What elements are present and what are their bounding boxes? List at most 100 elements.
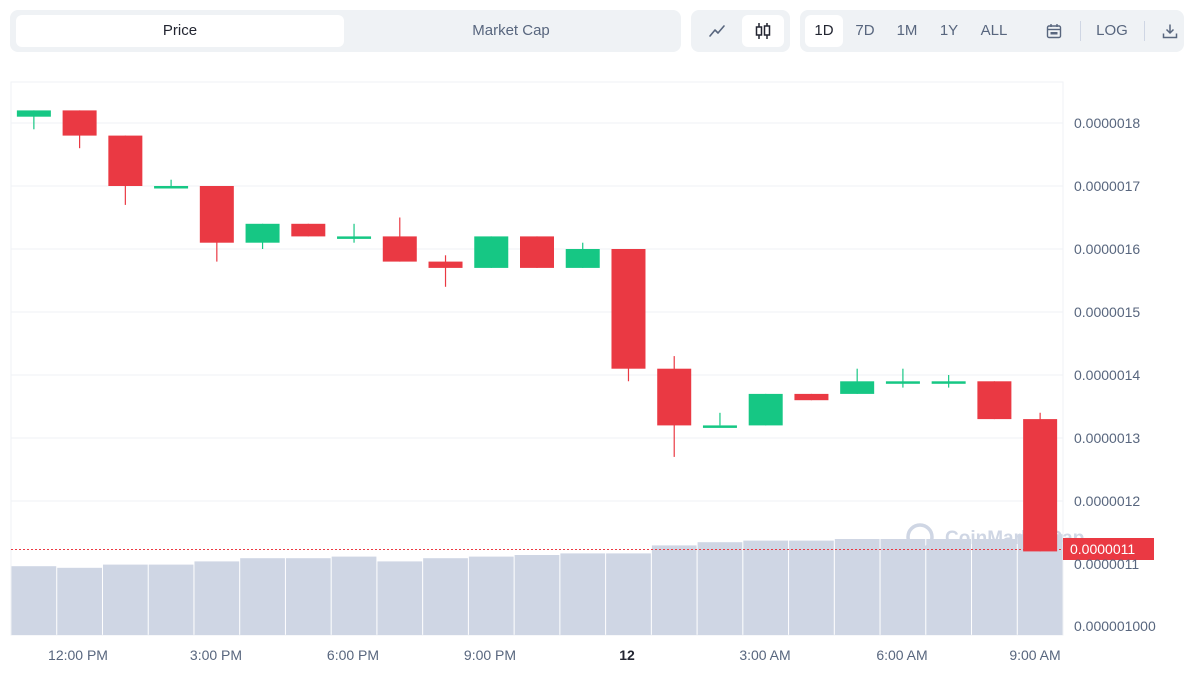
volume-axis-label: 0.000001000 [1074,618,1156,634]
volume-bar [102,564,148,635]
candle[interactable] [931,375,966,388]
candle[interactable] [840,368,875,394]
candle-body [931,381,966,384]
candle[interactable] [794,393,829,401]
candle[interactable] [108,135,143,205]
volume-bar [697,542,743,635]
candle[interactable] [885,368,920,388]
candle-body [748,393,783,426]
toolbar-divider [1080,21,1081,41]
candle[interactable] [702,412,737,428]
volume-bar [560,553,606,635]
candle-body [977,381,1012,420]
chart-toolbar: Price Market Cap 1D 7D 1M 1Y ALL [10,10,1184,52]
y-tick-label: 0.0000012 [1074,493,1140,509]
volume-bar [926,539,972,635]
candle-body [62,110,97,136]
current-price-line: 0.0000011 [11,538,1154,560]
candles [16,110,1058,552]
toolbar-divider [1144,21,1145,41]
candle-body [702,425,737,428]
volume-bar [743,540,789,635]
chart-type-toggle [691,10,790,52]
candle-body [428,261,463,268]
x-tick-label: 12 [619,647,635,663]
volume-bar [468,556,514,635]
volume-bar [423,558,468,635]
volume-bar [240,558,285,635]
volume-bar [972,539,1017,635]
x-tick-label: 6:00 PM [327,647,379,663]
candle-body [199,186,234,243]
candle-body [154,186,189,189]
range-1y-button[interactable]: 1Y [939,22,959,39]
calendar-icon [1046,24,1062,39]
log-scale-button[interactable]: LOG [1096,22,1128,39]
candle[interactable] [16,110,51,130]
current-price-label: 0.0000011 [1070,541,1135,557]
candle[interactable] [62,110,97,149]
y-tick-label: 0.0000016 [1074,241,1140,257]
candle-body [474,236,509,268]
calendar-button[interactable] [1035,15,1073,47]
y-tick-label: 0.0000017 [1074,178,1140,194]
candle[interactable] [337,223,372,243]
x-tick-label: 9:00 PM [464,647,516,663]
volume-bar [880,539,926,635]
candle[interactable] [1023,412,1058,552]
y-tick-label: 0.0000014 [1074,367,1140,383]
candle-body [245,223,280,243]
x-tick-label: 9:00 AM [1009,647,1060,663]
candlestick-chart-button[interactable] [742,15,784,47]
candle-body [565,249,600,268]
candle[interactable] [520,236,554,268]
volume-axis: 0.0000011 0.000001000 [1074,556,1156,634]
line-chart-button[interactable] [696,15,738,47]
grid-lines [11,122,1063,502]
candle[interactable] [291,223,326,237]
candle[interactable] [382,217,417,262]
candle[interactable] [199,186,234,262]
candle[interactable] [154,179,189,189]
y-tick-label: 0.0000015 [1074,304,1140,320]
x-axis: 12:00 PM 3:00 PM 6:00 PM 9:00 PM 12 3:00 AM 6:… [48,647,1061,663]
candle-body [16,110,51,117]
volume-bar [514,555,560,635]
candlestick-chart-icon [755,23,771,39]
candle-body [382,236,417,262]
range-1d-button[interactable]: 1D [805,15,843,47]
candle-body [794,393,829,401]
range-7d-button[interactable]: 7D [855,22,875,39]
volume-bar [57,567,102,635]
candle-body [520,236,554,268]
candle[interactable] [748,393,783,426]
x-tick-label: 3:00 AM [739,647,790,663]
volume-bar [11,566,57,635]
tab-market-cap[interactable]: Market Cap [472,22,550,39]
candle[interactable] [245,223,280,249]
download-button[interactable] [1151,15,1189,47]
volume-bar [789,540,834,635]
volume-axis-label: 0.0000011 [1074,556,1139,572]
x-tick-label: 3:00 PM [190,647,242,663]
download-icon [1162,24,1178,39]
candle-body [885,381,920,384]
volume-bar [606,553,651,635]
candle[interactable] [565,242,600,268]
candle-body [291,223,326,237]
candle-body [611,249,646,369]
price-marketcap-toggle: Price Market Cap [10,10,681,52]
range-1m-button[interactable]: 1M [896,22,918,39]
x-tick-label: 6:00 AM [876,647,927,663]
candle[interactable] [977,381,1012,420]
tab-price[interactable]: Price [16,15,344,47]
volume-bar [377,561,423,635]
candle[interactable] [474,236,509,268]
candle[interactable] [611,249,646,382]
x-tick-label: 12:00 PM [48,647,108,663]
volume-bar [148,564,194,635]
range-all-button[interactable]: ALL [980,22,1008,39]
candle[interactable] [428,255,463,287]
candle[interactable] [657,356,692,457]
